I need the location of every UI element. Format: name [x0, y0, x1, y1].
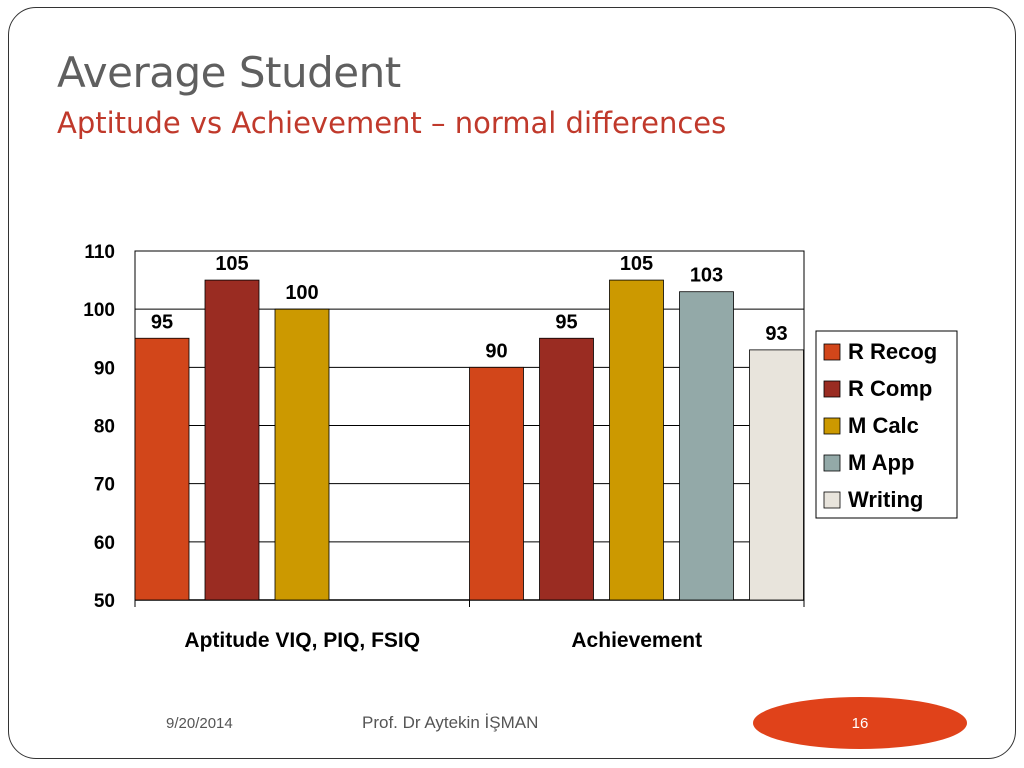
- y-tick-label: 50: [94, 591, 115, 612]
- bar: [539, 337, 594, 601]
- y-tick-label: 100: [83, 300, 115, 321]
- legend-swatch: [823, 454, 841, 472]
- bar: [679, 291, 734, 601]
- y-tick-label: 70: [94, 475, 115, 496]
- y-tick-label: 110: [84, 242, 115, 263]
- legend-label: R Recog: [848, 339, 937, 364]
- legend-label: Writing: [848, 487, 923, 512]
- legend-swatch: [823, 417, 841, 435]
- legend-swatch: [823, 380, 841, 398]
- slide-title: Average Student: [57, 48, 401, 97]
- legend-label: R Comp: [848, 376, 932, 401]
- data-label: 103: [690, 265, 723, 287]
- legend-swatch: [823, 491, 841, 509]
- data-label: 95: [555, 311, 577, 333]
- legend-swatch: [823, 343, 841, 361]
- x-category-label: Achievement: [571, 629, 702, 652]
- footer-author: Prof. Dr Aytekin İŞMAN: [362, 713, 539, 732]
- data-label: 90: [485, 340, 507, 362]
- legend-label: M Calc: [848, 413, 919, 438]
- data-label: 95: [151, 311, 173, 333]
- slide-subtitle: Aptitude vs Achievement – normal differe…: [57, 106, 727, 140]
- data-label: 93: [765, 323, 787, 345]
- data-label: 100: [285, 282, 318, 304]
- y-tick-label: 80: [94, 417, 115, 438]
- bar: [469, 366, 524, 601]
- bar: [609, 279, 664, 601]
- bar: [204, 279, 260, 601]
- bar: [134, 337, 190, 601]
- y-tick-label: 60: [94, 533, 115, 554]
- data-label: 105: [215, 253, 248, 275]
- page-number-badge: 16: [753, 697, 967, 749]
- y-tick-label: 90: [94, 358, 115, 379]
- bar: [749, 349, 804, 601]
- bar: [274, 308, 330, 601]
- data-label: 105: [620, 253, 653, 275]
- footer-date: 9/20/2014: [166, 715, 233, 732]
- page-number: 16: [851, 714, 869, 732]
- legend-label: M App: [848, 450, 914, 475]
- x-category-label: Aptitude VIQ, PIQ, FSIQ: [184, 629, 420, 652]
